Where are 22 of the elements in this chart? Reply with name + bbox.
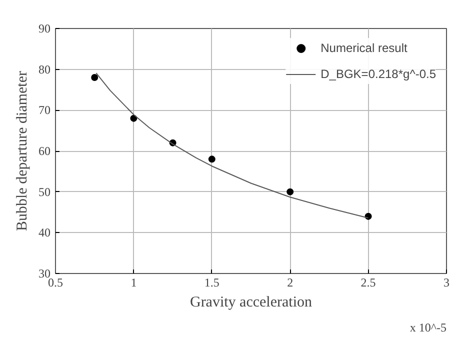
y-axis-title: Bubble departure diameter bbox=[14, 71, 30, 231]
y-tick-label: 70 bbox=[38, 103, 50, 118]
point bbox=[208, 156, 216, 163]
point bbox=[91, 74, 98, 81]
legend-label: Numerical result bbox=[320, 41, 408, 55]
x-tick-label: 2 bbox=[287, 276, 294, 290]
y-tick-label: 50 bbox=[38, 184, 50, 199]
text: x 10^-5 bbox=[410, 320, 447, 334]
legend-label: D_BGK=0.218*g^-0.5 bbox=[320, 67, 436, 81]
x-axis-title: Gravity acceleration bbox=[190, 294, 313, 310]
x-tick-label: 1.5 bbox=[204, 276, 220, 290]
x-tick-label: 0.5 bbox=[48, 276, 63, 290]
y-tick-label: 60 bbox=[38, 144, 50, 158]
x-tick-label: 2.5 bbox=[360, 276, 376, 290]
x-tick-label: 3 bbox=[444, 276, 450, 290]
point bbox=[286, 188, 294, 196]
y-tick-label: 80 bbox=[38, 62, 50, 76]
y-tick-label: 90 bbox=[38, 22, 50, 36]
x-tick-label: 1 bbox=[130, 276, 137, 290]
point bbox=[364, 212, 372, 220]
y-tick-label: 30 bbox=[38, 266, 50, 280]
y-tick-label: 40 bbox=[38, 226, 50, 240]
